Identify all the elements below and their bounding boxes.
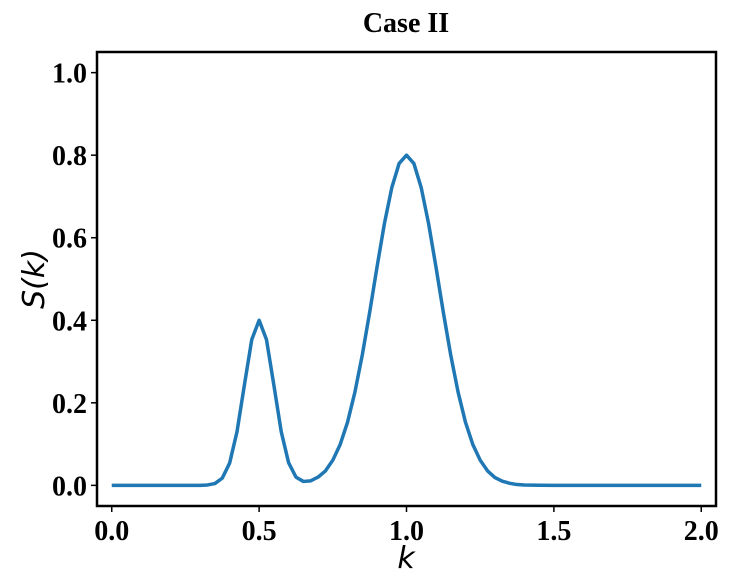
y-axis-label: S(k): [17, 249, 52, 309]
y-tick-label: 0.2: [52, 389, 87, 420]
x-tick-label: 0.5: [242, 516, 277, 547]
chart-title: Case II: [363, 8, 449, 39]
line-series: [111, 153, 702, 488]
x-axis-label: k: [397, 541, 416, 576]
x-tick-label: 2.0: [684, 516, 719, 547]
y-tick-label: 0.6: [52, 224, 87, 255]
x-tick-label: 1.5: [536, 516, 571, 547]
x-tick-label: 0.0: [94, 516, 129, 547]
y-tick-label: 1.0: [52, 59, 87, 90]
x-tick-label: 1.0: [389, 516, 424, 547]
y-tick-label: 0.0: [52, 471, 87, 502]
y-tick-label: 0.4: [52, 306, 87, 337]
plot-frame: [95, 50, 718, 508]
y-tick-label: 0.8: [52, 141, 87, 172]
